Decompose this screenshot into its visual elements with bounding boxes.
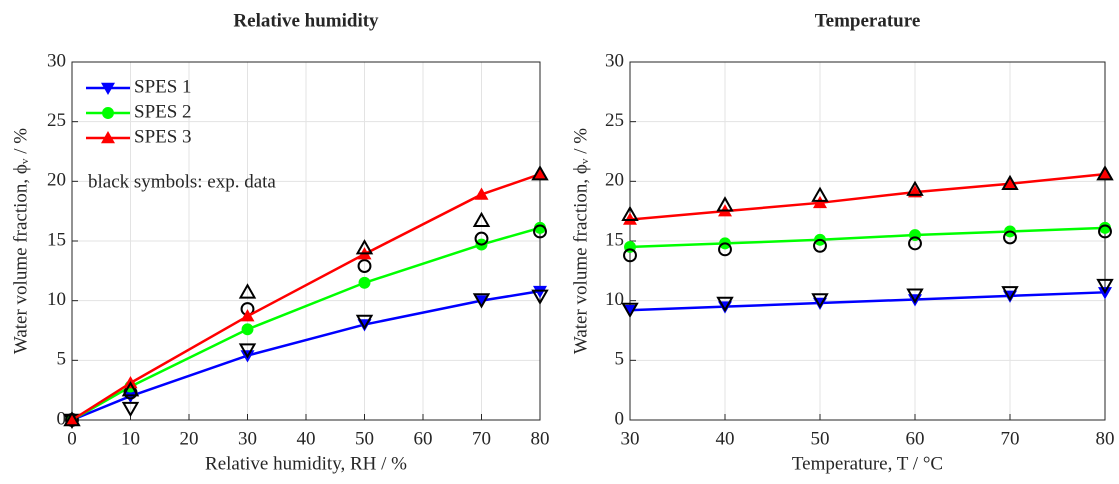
model-point: [123, 390, 138, 404]
exp-point: [121, 401, 140, 418]
exp-point: [1098, 224, 1112, 239]
y-tick-label: 0: [615, 408, 625, 429]
exp-point: [1001, 286, 1019, 302]
y-tick-label: 5: [57, 349, 67, 370]
x-tick-label: 70: [1001, 428, 1020, 449]
series-line: [71, 172, 541, 422]
x-tick-label: 60: [414, 428, 433, 449]
y-tick-label: 20: [605, 170, 624, 191]
exp-point: [621, 302, 639, 319]
exp-point: [621, 205, 639, 221]
model-point: [623, 212, 637, 225]
exp-point: [531, 165, 549, 181]
model-point: [358, 276, 371, 289]
y-tick-label: 10: [605, 289, 624, 310]
series-line: [629, 226, 1106, 249]
exp-point: [1096, 165, 1114, 181]
model-point: [474, 187, 489, 200]
y-tick-label: 25: [47, 110, 66, 131]
exp-point: [533, 224, 547, 239]
chart-title: Temperature: [815, 10, 921, 31]
y-tick-label: 10: [47, 289, 66, 310]
exp-point: [472, 293, 491, 309]
exp-point: [474, 231, 489, 246]
y-tick-label: 30: [605, 50, 624, 71]
exp-point: [716, 296, 734, 313]
y-tick-label: 20: [47, 170, 66, 191]
exp-point: [472, 211, 491, 227]
y-tick-label: 0: [57, 408, 67, 429]
exp-point: [355, 239, 374, 255]
exp-point: [813, 238, 827, 253]
x-axis-label: Temperature, T / °C: [792, 453, 943, 474]
series-line: [629, 172, 1106, 221]
model-point: [241, 323, 254, 336]
x-tick-label: 20: [180, 428, 199, 449]
model-point: [533, 285, 547, 299]
exp-point: [906, 180, 924, 196]
model-point: [533, 167, 547, 180]
exp-point: [623, 248, 637, 263]
model-point: [1098, 167, 1112, 180]
x-tick-label: 40: [716, 428, 735, 449]
exp-point: [716, 196, 734, 212]
legend-marker: [102, 107, 114, 119]
x-tick-label: 50: [811, 428, 830, 449]
x-tick-label: 30: [238, 428, 257, 449]
exp-point: [718, 242, 732, 257]
model-point: [1003, 176, 1017, 189]
chart-title: Relative humidity: [233, 10, 379, 31]
x-tick-label: 10: [121, 428, 140, 449]
series-line: [71, 289, 541, 422]
plot-frame: [71, 61, 541, 421]
model-point: [1099, 221, 1111, 234]
legend-label: SPES 3: [134, 126, 192, 147]
x-tick-label: 30: [621, 428, 640, 449]
x-tick-label: 80: [531, 428, 550, 449]
y-tick-label: 15: [605, 229, 624, 250]
exp-point: [121, 381, 140, 397]
legend-marker: [101, 82, 115, 95]
exp-point: [908, 236, 922, 251]
y-tick-label: 25: [605, 110, 624, 131]
legend-label: SPES 1: [134, 76, 192, 97]
y-tick-label: 15: [47, 229, 66, 250]
series-line: [71, 226, 541, 422]
x-tick-label: 80: [1096, 428, 1115, 449]
exp-point: [1003, 230, 1017, 245]
legend-marker: [101, 131, 115, 144]
legend-label: SPES 2: [134, 101, 192, 122]
plot-frame: [629, 61, 1106, 421]
exp-point: [1001, 174, 1019, 190]
series-line: [629, 291, 1106, 312]
exp-point: [238, 283, 257, 299]
annotation: black symbols: exp. data: [88, 171, 276, 192]
model-point: [534, 221, 546, 234]
exp-point: [63, 410, 81, 427]
y-tick-label: 5: [615, 349, 625, 370]
x-axis-label: Relative humidity, RH / %: [205, 453, 407, 474]
y-axis-label: Water volume fraction, ϕᵥ / %: [570, 128, 591, 354]
exp-point: [357, 259, 372, 274]
model-point: [240, 309, 255, 322]
exp-point: [531, 289, 549, 305]
exp-point: [811, 293, 829, 309]
y-axis-label: Water volume fraction, ϕᵥ / %: [10, 128, 31, 354]
y-tick-label: 30: [47, 50, 66, 71]
exp-point: [355, 314, 374, 330]
x-tick-label: 60: [906, 428, 925, 449]
model-point: [813, 195, 827, 209]
model-point: [65, 413, 79, 426]
x-tick-label: 0: [67, 428, 77, 449]
exp-point: [906, 288, 924, 304]
exp-point: [811, 186, 829, 202]
x-tick-label: 40: [297, 428, 316, 449]
x-tick-label: 70: [472, 428, 491, 449]
x-tick-label: 50: [355, 428, 374, 449]
exp-point: [1096, 278, 1114, 295]
exp-point: [238, 343, 257, 359]
